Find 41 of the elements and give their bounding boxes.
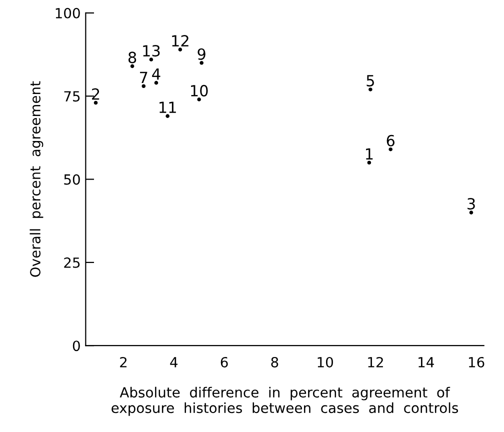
annotation: 8: [128, 52, 136, 64]
point: [367, 160, 372, 165]
x-tick-label: 8: [271, 356, 278, 368]
x-tick-label: 4: [170, 357, 178, 368]
annotation: 11: [160, 102, 176, 113]
point: [200, 60, 204, 65]
annotation: 12: [172, 35, 188, 46]
annotation: 2: [92, 88, 100, 100]
point: [130, 64, 134, 68]
annotation: 9: [198, 48, 206, 60]
point: [154, 80, 158, 85]
point: [469, 210, 474, 214]
x-tick-label: 10: [318, 356, 333, 368]
point: [142, 84, 146, 88]
point: [388, 147, 392, 152]
annotation: 7: [140, 72, 148, 83]
x-tick-label: 2: [120, 356, 127, 368]
point: [368, 88, 372, 92]
x-tick-label: 16: [468, 356, 484, 368]
annotation: 5: [366, 75, 374, 87]
point: [149, 58, 154, 62]
x-tick-label: 6: [220, 356, 228, 368]
y-axis-title: Overall percent agreement: [30, 81, 44, 277]
annotation: 4: [152, 68, 160, 80]
y-tick-label: 100: [56, 8, 80, 18]
point: [197, 98, 201, 102]
point: [94, 100, 98, 105]
y-tick-label: 50: [64, 174, 80, 185]
annotation: 10: [191, 84, 208, 96]
y-tick-label: 75: [64, 91, 80, 102]
y-tick-label: 25: [64, 257, 80, 268]
x-tick-label: 14: [418, 357, 434, 368]
point: [166, 114, 170, 118]
y-tick-label: 0: [72, 340, 80, 352]
annotation: 13: [143, 45, 160, 57]
point: [178, 48, 182, 52]
x-axis-title: Absolute difference in percent agreement of exposure histories between cases and controls: [112, 386, 458, 416]
annotation: 1: [366, 148, 373, 160]
annotation: 6: [386, 134, 394, 146]
x-tick-label: 12: [368, 356, 383, 368]
annotation: 3: [468, 198, 475, 210]
